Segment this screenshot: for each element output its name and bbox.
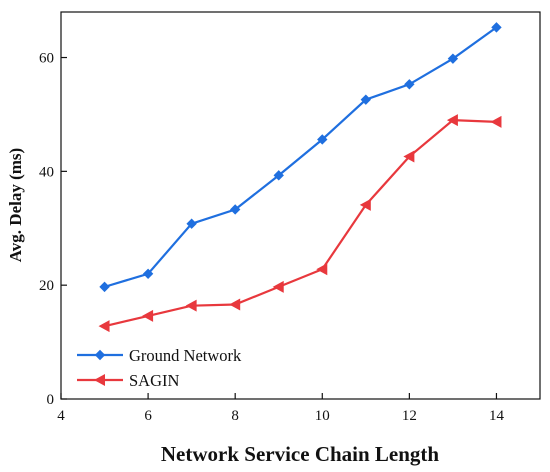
- data-point-ground-network-11: [360, 94, 372, 105]
- x-tick-label-6: 6: [144, 408, 152, 424]
- data-point-sagin-9: [272, 280, 284, 293]
- data-point-ground-network-7: [186, 218, 197, 229]
- legend-marker-sagin: [94, 374, 105, 386]
- data-point-ground-network-6: [142, 268, 154, 279]
- axis-ticks: 4 6 8 10 12 14 0 20 40 60: [39, 51, 504, 424]
- data-point-sagin-11: [359, 198, 371, 211]
- x-tick-label-10: 10: [315, 408, 330, 424]
- y-tick-label-40: 40: [39, 164, 54, 180]
- x-tick-label-14: 14: [489, 408, 505, 424]
- data-point-ground-network-9: [273, 170, 284, 181]
- series-sagin: [98, 114, 502, 333]
- data-point-sagin-13: [446, 114, 458, 127]
- data-point-ground-network-14: [491, 22, 502, 33]
- legend: Ground Network SAGIN: [77, 346, 242, 390]
- series-ground-network: [99, 22, 502, 293]
- data-point-sagin-14: [490, 115, 502, 128]
- data-point-ground-network-10: [317, 134, 328, 145]
- y-tick-label-20: 20: [39, 278, 54, 294]
- x-tick-label-12: 12: [402, 408, 417, 424]
- series-line-ground-network: [104, 26, 498, 288]
- series-layer: [98, 22, 502, 333]
- y-axis-title: Avg. Delay (ms): [6, 148, 25, 262]
- data-point-sagin-10: [316, 263, 328, 276]
- legend-marker-ground-network: [94, 349, 106, 361]
- data-point-sagin-8: [229, 298, 241, 311]
- data-point-ground-network-12: [404, 79, 415, 90]
- data-point-sagin-7: [185, 299, 197, 312]
- legend-label-ground-network: Ground Network: [129, 346, 242, 365]
- plot-area-frame: [60, 11, 541, 400]
- data-point-sagin-5: [98, 320, 110, 333]
- x-axis-title: Network Service Chain Length: [161, 442, 440, 466]
- y-tick-label-0: 0: [47, 392, 55, 408]
- data-point-ground-network-8: [229, 204, 241, 215]
- legend-label-sagin: SAGIN: [129, 371, 180, 390]
- data-point-sagin-6: [142, 309, 154, 322]
- x-tick-label-8: 8: [231, 408, 239, 424]
- data-point-sagin-12: [403, 150, 415, 163]
- series-line-sagin: [104, 119, 497, 328]
- data-point-ground-network-13: [447, 53, 459, 64]
- y-tick-label-60: 60: [39, 51, 54, 67]
- data-point-ground-network-5: [99, 281, 110, 293]
- x-tick-label-4: 4: [57, 408, 65, 424]
